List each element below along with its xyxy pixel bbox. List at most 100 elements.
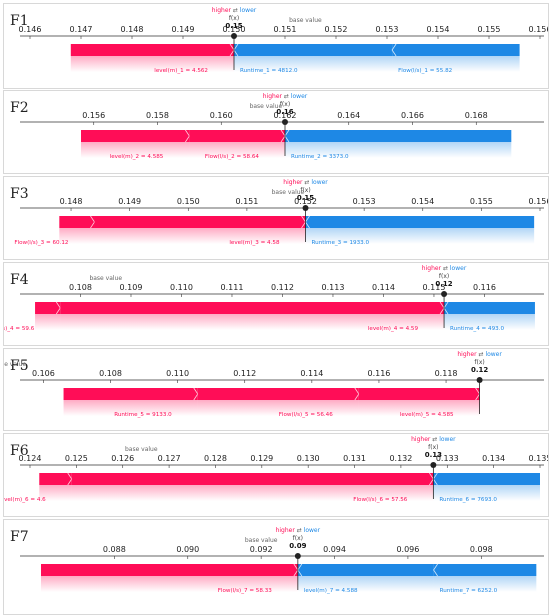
feature-label: Runtime_5 = 9133.0 [114, 412, 172, 418]
x-tick-label: 0.106 [32, 369, 55, 378]
x-tick-label: 0.154 [427, 25, 450, 34]
x-tick-label: 0.148 [121, 25, 144, 34]
panel-label: F5 [10, 358, 29, 374]
x-tick-label: 0.150 [177, 197, 200, 206]
x-tick-label: 0.127 [158, 454, 181, 463]
feature-label: Runtime_4 = 493.0 [450, 326, 504, 332]
segment-chevron [433, 563, 438, 577]
force-plot-f6: F6 0.124 0.125 0.126 0.127 0.128 0.129 0.130 0.1… [3, 433, 549, 517]
force-bar [189, 130, 285, 142]
fx-label: f(x) [300, 187, 310, 194]
force-plot-svg: F2 0.156 0.158 0.160 0.162 0.164 0.166 0.168 lev… [10, 93, 544, 160]
feature-label: Flow(l/s)_3 = 60.12 [14, 240, 68, 246]
fx-marker-dot [231, 33, 237, 39]
force-bar [392, 44, 520, 56]
x-tick-label: 0.151 [235, 197, 258, 206]
negative-force-segment: Runtime_2 = 3373.0 [284, 129, 512, 160]
force-bar [63, 388, 198, 400]
positive-force-segment: Flow(l/s)_5 = 56.46 [197, 387, 360, 418]
fx-marker-dot [476, 377, 483, 383]
x-tick-label: 0.125 [65, 454, 88, 463]
x-tick-label: 0.155 [470, 197, 493, 206]
x-tick-label: 0.113 [322, 283, 345, 292]
positive-force-segment: level(m)_2 = 4.585 [81, 129, 190, 160]
negative-force-segment: Flow(l/s)_1 = 55.82 [391, 43, 520, 74]
higher-lower-legend: higher ⇄ lower [422, 265, 467, 272]
feature-label: level(m)_3 = 4.58 [229, 240, 280, 246]
positive-force-segment: Flow(l/s)_2 = 58.64 [189, 129, 286, 160]
x-tick-label: 0.110 [166, 369, 189, 378]
feature-label: level(m)_1 = 4.562 [154, 68, 208, 74]
base-value-label: base value [289, 17, 322, 24]
x-tick-label: 0.155 [478, 25, 501, 34]
base-value-label: base value [125, 446, 158, 453]
force-bar [297, 564, 434, 576]
force-bar [234, 44, 393, 56]
fx-marker-dot [294, 553, 301, 559]
higher-lower-legend: higher ⇄ lower [276, 527, 321, 534]
negative-force-segment: level(m)_7 = 4.588 [297, 563, 434, 594]
x-tick-label: 0.154 [411, 197, 434, 206]
x-tick-label: 0.116 [367, 369, 390, 378]
x-tick-label: 0.129 [250, 454, 273, 463]
x-tick-label: 0.152 [294, 197, 317, 206]
force-bar [197, 388, 359, 400]
negative-force-segment: Runtime_4 = 493.0 [443, 301, 535, 332]
x-tick-label: 0.126 [111, 454, 134, 463]
fx-value: 0.15 [225, 22, 242, 30]
feature-label: Flow(l/s)_7 = 58.33 [218, 588, 273, 594]
force-plot-svg: F60.124 0.125 0.126 0.127 0.128 0.129 0.130 0.1… [4, 436, 548, 503]
x-tick-label: 0.114 [372, 283, 395, 292]
force-plot-svg: F10.146 0.147 0.148 0.149 0.150 0.151 0.152 0.1… [10, 7, 548, 74]
x-tick-label: 0.112 [233, 369, 256, 378]
positive-force-segment: Runtime_5 = 9133.0 [63, 387, 199, 418]
negative-force-segment: Runtime_7 = 6252.0 [433, 563, 537, 594]
fx-marker-dot [282, 119, 288, 125]
x-tick-label: 0.111 [221, 283, 244, 292]
feature-label: Runtime_7 = 6252.0 [440, 588, 498, 594]
fx-marker-dot [441, 291, 448, 297]
force-bar [285, 130, 512, 142]
x-tick-label: 0.124 [19, 454, 42, 463]
feature-label: Flow(l/s)_1 = 55.82 [398, 68, 452, 74]
x-tick-label: 0.156 [82, 111, 105, 120]
base-value-label: base value [4, 361, 26, 368]
x-tick-label: 0.128 [204, 454, 227, 463]
x-tick-label: 0.134 [482, 454, 505, 463]
negative-force-segment: Runtime_1 = 4812.0 [233, 43, 393, 74]
feature-label: level(m)_6 = 4.6 [4, 497, 46, 503]
base-value-label: base value [245, 537, 278, 544]
fx-value: 0.12 [435, 280, 452, 288]
feature-label: level(m)_4 = 4.59 [368, 326, 419, 332]
force-plot-svg: F7 0.088 0.090 0.092 0.094 0.096 0.098 Flow(l/s… [10, 527, 544, 594]
fx-label: f(x) [428, 444, 438, 451]
force-bar [433, 564, 537, 576]
segment-chevron [55, 301, 61, 315]
force-plot-svg: F5 0.106 0.108 0.110 0.112 0.114 0.116 0.118 Run… [4, 351, 544, 418]
feature-label: Runtime_6 = 7693.0 [439, 497, 497, 503]
x-tick-label: 0.094 [323, 545, 346, 554]
higher-lower-legend: higher ⇄ lower [283, 179, 328, 186]
base-value-label: base value [272, 189, 305, 196]
x-tick-label: 0.118 [435, 369, 458, 378]
x-tick-label: 0.098 [470, 545, 493, 554]
x-tick-label: 0.112 [271, 283, 294, 292]
x-tick-label: 0.160 [210, 111, 233, 120]
x-tick-label: 0.088 [103, 545, 126, 554]
x-tick-label: 0.149 [172, 25, 195, 34]
fx-label: f(x) [474, 359, 484, 366]
force-plot-f7: F7 0.088 0.090 0.092 0.094 0.096 0.098 Flow(l/s… [3, 519, 549, 615]
x-tick-label: 0.153 [376, 25, 399, 34]
fx-label: f(x) [439, 273, 449, 280]
x-tick-label: 0.149 [118, 197, 141, 206]
x-tick-label: 0.164 [337, 111, 360, 120]
x-tick-label: 0.114 [300, 369, 323, 378]
x-tick-label: 0.092 [250, 545, 273, 554]
force-bar [358, 388, 480, 400]
feature-label: Runtime_2 = 3373.0 [291, 154, 349, 160]
force-bar [35, 302, 61, 314]
higher-lower-legend: higher ⇄ lower [457, 351, 502, 358]
x-tick-label: 0.152 [325, 25, 348, 34]
force-bar [59, 216, 95, 228]
force-bar [41, 564, 298, 576]
